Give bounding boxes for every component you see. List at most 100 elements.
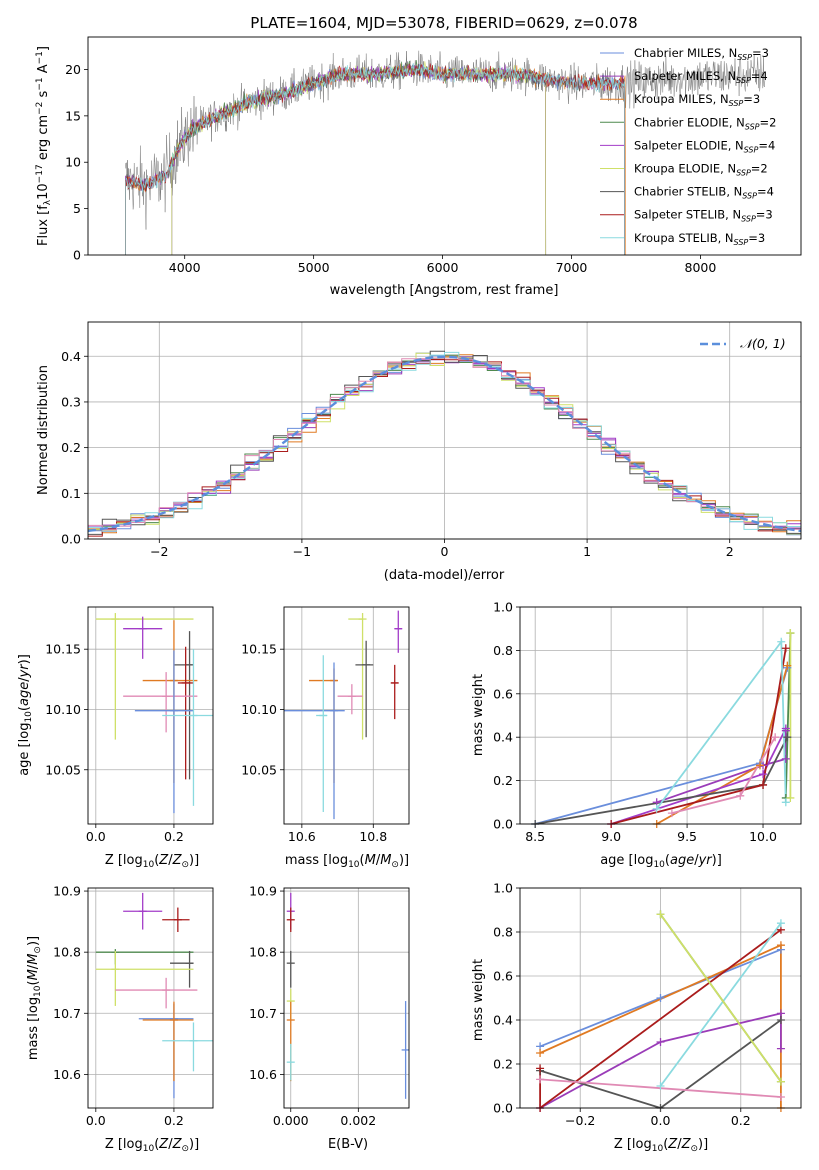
x-tick-label: 0	[441, 544, 449, 559]
weight-marker	[652, 804, 661, 813]
weight-marker	[736, 791, 745, 800]
y-tick-label: 0.3	[61, 394, 81, 409]
legend-label: Kroupa ELODIE, NSSP=2	[634, 162, 768, 178]
weight-marker	[771, 733, 780, 742]
x-tick-label: 8.5	[525, 829, 545, 844]
model-spectrum-line	[125, 63, 625, 255]
x-tick-label: −2	[150, 544, 168, 559]
plot-area	[88, 350, 801, 539]
x-tick-label: 10.8	[359, 829, 387, 844]
weight-age-ylabel: mass weight	[471, 674, 486, 756]
y-tick-label: 10.8	[249, 945, 277, 960]
weight-vs-age-panel: mass weight 8.5 9.0 9.5 10.0 0.0 0.2 0.4 0.6 0.8…	[471, 600, 802, 870]
weight-marker	[776, 941, 785, 950]
y-tick-label: 0.6	[493, 969, 513, 984]
mass-vs-ebv-panel: E(B-V) 0.000 0.002 10.6 10.7 10.8 10.9	[249, 884, 410, 1152]
x-tick-label: 6000	[427, 260, 459, 275]
y-tick-label: 0.0	[61, 532, 81, 547]
plot-area	[95, 613, 213, 814]
x-tick-label: 0.0	[651, 1113, 671, 1128]
x-tick-label: 2	[726, 544, 734, 559]
y-tick-label: 10.7	[249, 1006, 277, 1021]
mass-vs-metallicity-panel: 0.0 0.2 10.6 10.7 10.8 10.9 Z [log10(Z/Z⊙)] mas…	[26, 884, 214, 1154]
weight-marker	[786, 793, 795, 802]
legend-label: Salpeter STELIB, NSSP=3	[634, 208, 773, 224]
x-axis-label: mass [log10(M/M⊙)]	[285, 853, 409, 870]
y-tick-label: 1.0	[493, 600, 513, 615]
weight-series-line	[610, 728, 787, 824]
x-axis-label: age [log10(age/yr)]	[600, 853, 722, 870]
plot-area	[534, 632, 792, 824]
y-tick-label: 0.2	[493, 1057, 513, 1072]
legend-label: Kroupa STELIB, NSSP=3	[634, 231, 765, 247]
y-tick-label: 10.05	[45, 762, 81, 777]
y-tick-label: 1.0	[493, 881, 513, 896]
weight-marker	[776, 919, 785, 928]
weight-marker	[776, 1093, 785, 1101]
weight-Z-ylabel: mass weight	[471, 959, 486, 1041]
weight-marker	[656, 1038, 665, 1046]
y-tick-label: 10.8	[53, 945, 81, 960]
x-tick-label: 0.2	[164, 1113, 184, 1128]
x-tick-label: 10.0	[749, 829, 777, 844]
x-tick-label: 7000	[556, 260, 588, 275]
y-tick-label: 0.6	[493, 686, 513, 701]
x-tick-label: 0.0	[86, 829, 106, 844]
weight-marker	[759, 780, 768, 789]
weight-marker	[667, 809, 676, 818]
x-tick-label: 0.0	[86, 1113, 106, 1128]
y-tick-label: 0.4	[61, 349, 81, 364]
weight-marker	[786, 629, 795, 638]
normal-distribution-curve	[88, 355, 801, 533]
y-tick-label: 10.15	[45, 642, 81, 657]
model-spectrum-line	[171, 60, 547, 255]
x-axis-label: Z [log10(Z/Z⊙)]	[614, 1137, 708, 1154]
model-spectrum-line	[125, 62, 625, 255]
y-tick-label: 0.0	[493, 817, 513, 832]
x-tick-label: 0.000	[273, 1113, 309, 1128]
y-tick-label: 10.9	[249, 884, 277, 899]
spectrum-panel: PLATE=1604, MJD=53078, FIBERID=0629, z=0…	[35, 14, 802, 298]
model-spectrum-line	[125, 62, 625, 255]
weight-series-line	[659, 913, 782, 1083]
x-axis-label: Z [log10(Z/Z⊙)]	[105, 1137, 199, 1154]
y-tick-label: 0	[73, 248, 81, 263]
x-tick-label: 8000	[685, 260, 717, 275]
y-tick-label: 0.8	[493, 643, 513, 658]
weight-marker	[777, 637, 786, 646]
weight-series-line	[655, 639, 787, 810]
y-tick-label: 0.4	[493, 1013, 513, 1028]
legend-label: Salpeter MILES, NSSP=4	[634, 69, 768, 85]
weight-marker	[776, 1044, 785, 1053]
legend-label: Chabrier ELODIE, NSSP=2	[634, 115, 776, 131]
plot-area	[284, 610, 403, 820]
y-tick-label: 5	[73, 201, 81, 216]
ebv-xlabel: E(B-V)	[328, 1137, 368, 1152]
y-tick-label: 10.10	[45, 702, 81, 717]
weight-marker	[656, 994, 665, 1002]
x-tick-label: 4000	[169, 260, 201, 275]
histogram-step	[88, 357, 801, 535]
y-tick-label: 10.15	[241, 642, 277, 657]
axes-frame	[283, 606, 410, 825]
y-tick-label: 10.6	[53, 1067, 81, 1082]
weight-marker	[536, 1064, 545, 1073]
axes-frame	[87, 606, 214, 825]
weight-marker	[776, 1077, 785, 1086]
spectrum-title: PLATE=1604, MJD=53078, FIBERID=0629, z=0…	[250, 14, 637, 32]
plot-area	[125, 50, 766, 255]
weight-marker	[656, 910, 665, 919]
weight-marker	[759, 770, 768, 779]
age-vs-metallicity-panel: 0.0 0.2 10.05 10.10 10.15 Z [log10(Z/Z⊙)] age …	[17, 606, 214, 870]
residual-histogram-panel: (data-model)/error Normed distribution −…	[36, 321, 802, 583]
weight-marker	[536, 1075, 545, 1084]
weight-marker	[656, 1082, 665, 1090]
y-tick-label: 10.10	[241, 702, 277, 717]
x-tick-label: 5000	[298, 260, 330, 275]
axes-frame	[519, 606, 802, 825]
legend-label: Chabrier MILES, NSSP=3	[634, 46, 769, 62]
y-tick-label: 0.2	[493, 773, 513, 788]
y-tick-label: 0.8	[493, 925, 513, 940]
residual-ylabel: Normed distribution	[36, 365, 51, 495]
